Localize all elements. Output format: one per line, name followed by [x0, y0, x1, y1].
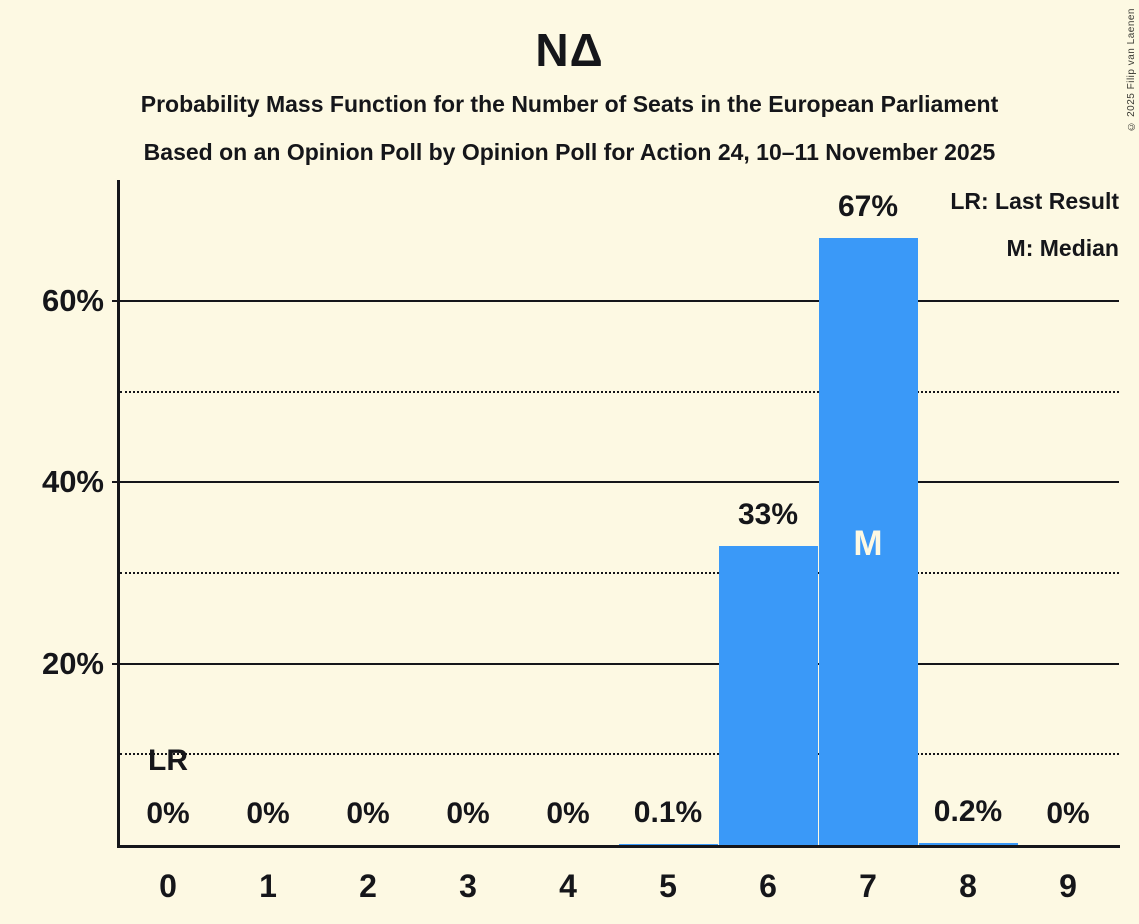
bar-value-label-seat-6: 33% [737, 497, 799, 531]
legend-last-result: LR: Last Result [950, 188, 1119, 214]
x-axis-label-seat-5: 5 [659, 868, 677, 904]
last-result-marker: LR [148, 744, 188, 777]
x-axis-label-seat-3: 3 [459, 868, 477, 904]
x-axis-label-seat-0: 0 [159, 868, 177, 904]
bar-value-label-seat-1: 0% [246, 797, 290, 830]
x-axis-label-seat-7: 7 [859, 868, 877, 904]
copyright-notice: © 2025 Filip van Laenen [1126, 8, 1137, 132]
gridline-40pct [112, 481, 1119, 484]
bar-value-label-seat-5: 0.1% [633, 796, 703, 829]
chart-title: NΔ [535, 24, 604, 76]
legend-median: M: Median [1006, 235, 1119, 261]
y-axis-label-40pct: 40% [41, 464, 104, 500]
x-axis-line [117, 845, 1120, 848]
dotted-gridline-50pct [120, 390, 1119, 393]
bar-seat-8 [918, 843, 1018, 845]
bar-seat-6 [718, 545, 818, 845]
x-axis-label-seat-1: 1 [259, 868, 277, 904]
y-axis-label-20pct: 20% [41, 645, 104, 681]
y-axis-line [117, 180, 120, 848]
dotted-gridline-10pct [120, 753, 1119, 756]
bar-value-label-seat-8: 0.2% [933, 795, 1003, 829]
bar-value-label-seat-0: 0% [146, 797, 190, 830]
x-axis-label-seat-4: 4 [559, 868, 577, 904]
bar-seat-7 [818, 237, 918, 845]
x-axis-label-seat-8: 8 [959, 868, 977, 904]
bar-value-label-seat-4: 0% [546, 797, 590, 830]
bar-value-label-seat-7: 67% [837, 189, 899, 223]
gridline-60pct [112, 300, 1119, 302]
x-axis-label-seat-2: 2 [359, 868, 377, 904]
x-axis-label-seat-6: 6 [759, 868, 777, 904]
gridline-20pct [112, 662, 1119, 665]
median-marker: M [853, 524, 883, 564]
chart-subtitle-line1: Probability Mass Function for the Number… [140, 91, 999, 117]
x-axis-label-seat-9: 9 [1059, 868, 1077, 904]
bar-value-label-seat-2: 0% [346, 797, 390, 830]
chart-legend: LR: Last Result M: Median [950, 185, 1119, 279]
bar-value-label-seat-3: 0% [446, 797, 490, 830]
y-axis-label-60pct: 60% [41, 283, 104, 318]
dotted-gridline-30pct [120, 572, 1119, 574]
bar-seat-5 [618, 844, 718, 845]
bar-value-label-seat-9: 0% [1046, 797, 1090, 830]
chart-subtitle-line2: Based on an Opinion Poll by Opinion Poll… [143, 139, 996, 165]
